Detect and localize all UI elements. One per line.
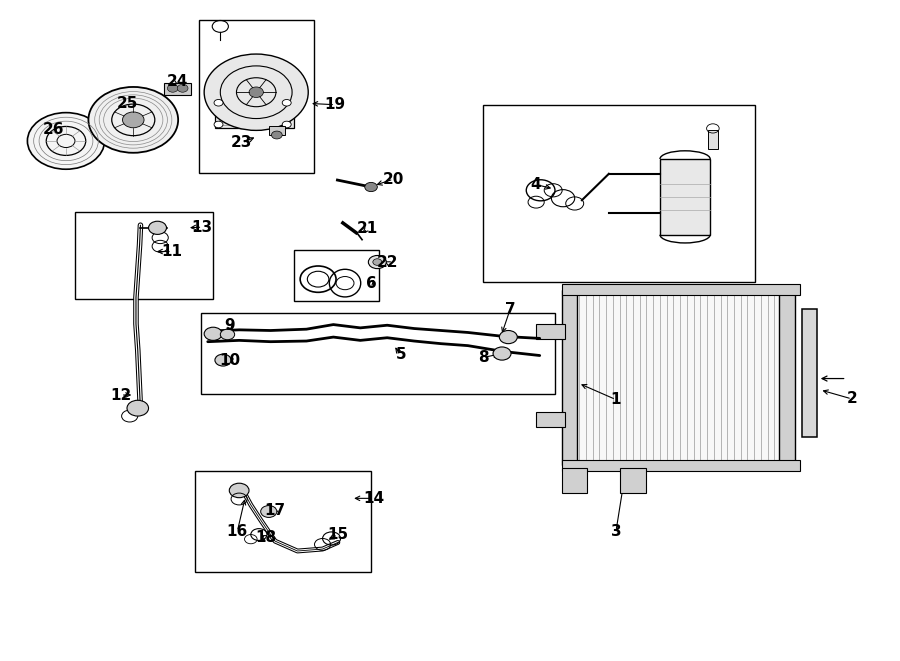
Text: 3: 3: [611, 524, 621, 539]
Circle shape: [220, 329, 235, 340]
Bar: [219, 98, 291, 125]
Text: 16: 16: [227, 524, 248, 539]
Bar: [562, 290, 578, 465]
Circle shape: [493, 347, 511, 360]
Circle shape: [177, 85, 188, 93]
Bar: [536, 325, 565, 339]
Bar: [75, 212, 213, 299]
Text: 8: 8: [478, 350, 489, 365]
Bar: [660, 159, 710, 235]
Text: 17: 17: [265, 504, 285, 518]
Text: 25: 25: [116, 96, 138, 111]
Text: 26: 26: [42, 122, 64, 137]
Bar: [195, 471, 371, 572]
Circle shape: [215, 354, 231, 366]
Bar: [708, 130, 718, 149]
Circle shape: [230, 483, 249, 498]
Text: 21: 21: [356, 221, 378, 236]
Text: 12: 12: [110, 387, 131, 403]
Circle shape: [88, 87, 178, 153]
Text: 20: 20: [382, 172, 404, 186]
Bar: [269, 126, 285, 135]
Bar: [562, 468, 588, 493]
Text: 5: 5: [395, 347, 406, 362]
Bar: [802, 309, 817, 437]
Bar: [562, 284, 800, 295]
Text: 2: 2: [847, 391, 858, 407]
Circle shape: [167, 85, 178, 93]
Bar: [620, 468, 645, 493]
Text: 7: 7: [505, 302, 516, 317]
Circle shape: [27, 112, 104, 169]
Bar: [199, 20, 313, 173]
Bar: [294, 251, 379, 301]
Text: 6: 6: [365, 276, 376, 291]
Text: 11: 11: [161, 244, 183, 259]
Text: 24: 24: [166, 74, 188, 89]
Bar: [215, 96, 294, 128]
Circle shape: [148, 221, 166, 235]
Circle shape: [204, 54, 308, 130]
Circle shape: [364, 182, 377, 192]
Bar: [562, 460, 800, 471]
Circle shape: [283, 121, 292, 128]
Circle shape: [214, 121, 223, 128]
Text: 22: 22: [376, 255, 398, 270]
Bar: [779, 290, 796, 465]
Bar: [574, 290, 784, 465]
Text: 13: 13: [192, 219, 213, 235]
Bar: [164, 83, 191, 95]
Text: 15: 15: [328, 527, 348, 542]
Bar: [483, 104, 755, 282]
Bar: [201, 313, 555, 395]
Circle shape: [204, 327, 222, 340]
Circle shape: [500, 330, 518, 344]
Circle shape: [127, 401, 148, 416]
Text: 1: 1: [611, 392, 621, 407]
Circle shape: [283, 99, 292, 106]
Text: 18: 18: [256, 530, 276, 545]
Circle shape: [122, 112, 144, 128]
Circle shape: [249, 87, 264, 97]
Circle shape: [368, 255, 386, 268]
Circle shape: [214, 99, 223, 106]
Circle shape: [272, 131, 283, 139]
Bar: [536, 412, 565, 427]
Text: 9: 9: [224, 319, 235, 333]
Text: 14: 14: [364, 491, 384, 506]
Text: 4: 4: [530, 177, 541, 192]
Text: 10: 10: [220, 352, 240, 368]
Text: 23: 23: [231, 136, 253, 151]
Circle shape: [261, 506, 277, 518]
Text: 19: 19: [325, 97, 346, 112]
Circle shape: [373, 258, 382, 265]
